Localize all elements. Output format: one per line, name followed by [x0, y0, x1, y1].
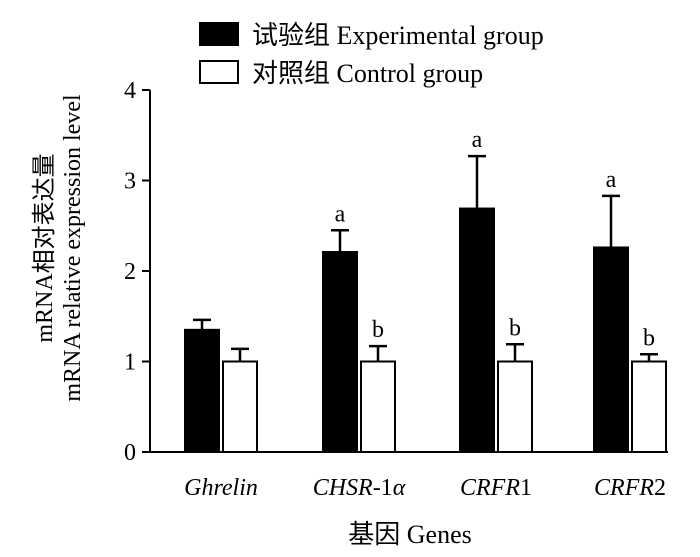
- bar: [459, 207, 495, 453]
- y-axis-label-cn: mRNA相对表达量: [31, 153, 58, 342]
- legend-swatch: [199, 60, 239, 84]
- bar: [360, 360, 396, 453]
- significance-label: a: [335, 201, 346, 227]
- y-axis-label: mRNA相对表达量 mRNA relative expression level: [31, 94, 86, 402]
- x-tick-label: CRFR1: [460, 475, 532, 501]
- y-tick-label: 0: [124, 440, 136, 466]
- x-tick-label: Ghrelin: [184, 475, 258, 501]
- x-axis-label: 基因 Genes: [348, 520, 471, 549]
- bar: [497, 360, 533, 453]
- y-tick-label: 3: [124, 169, 136, 195]
- x-tick-label: CRFR2: [594, 475, 666, 501]
- legend-swatch: [199, 22, 239, 46]
- y-tick-label: 2: [124, 259, 136, 285]
- significance-label: b: [509, 315, 521, 341]
- significance-label: b: [643, 325, 655, 351]
- bar: [222, 360, 258, 453]
- y-axis-label-en: mRNA relative expression level: [60, 94, 86, 402]
- x-tick-label: CHSR-1α: [313, 475, 406, 501]
- significance-label: b: [372, 317, 384, 343]
- legend-label: 试验组 Experimental group: [252, 21, 544, 50]
- x-tick-labels: Ghrelin CHSR-1α CRFR1 CRFR2: [184, 475, 666, 501]
- significance-label: a: [606, 167, 617, 193]
- bar: [593, 246, 629, 453]
- bar: [184, 328, 220, 454]
- legend: 试验组 Experimental group 对照组 Control group: [199, 21, 544, 88]
- y-tick-label: 1: [124, 350, 136, 376]
- legend-label: 对照组 Control group: [252, 59, 483, 88]
- bar: [322, 250, 358, 453]
- bars: a b a b a b: [184, 127, 667, 454]
- bar: [631, 360, 667, 453]
- y-tick-label: 4: [124, 78, 136, 104]
- significance-label: a: [472, 127, 483, 153]
